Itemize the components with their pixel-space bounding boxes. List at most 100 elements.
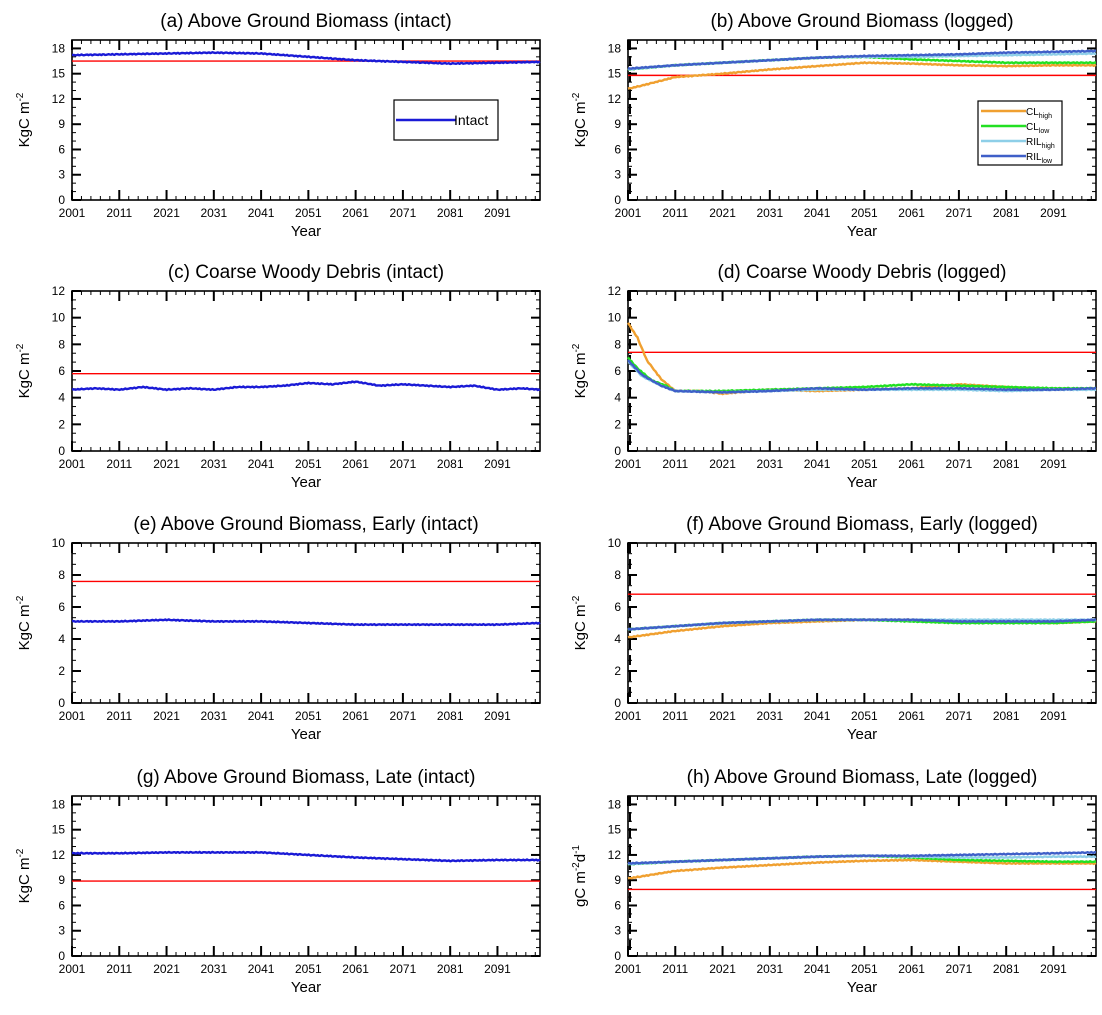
panel-f: (f) Above Ground Biomass, Early (logged)… (571, 514, 1097, 743)
panel-title: (g) Above Ground Biomass, Late (intact) (137, 767, 476, 788)
x-tick-label: 2081 (437, 962, 464, 976)
panel-d: (d) Coarse Woody Debris (logged) 2001 2011… (571, 262, 1097, 491)
y-tick-label: 8 (58, 337, 65, 351)
x-tick-label: 2061 (898, 709, 925, 723)
y-tick-label: 6 (58, 600, 65, 614)
y-tick-label: 2 (58, 417, 65, 431)
panel-e: (e) Above Ground Biomass, Early (intact)… (15, 514, 541, 743)
y-axis-label-main: KgC m (572, 102, 589, 148)
panel-c: (c) Coarse Woody Debris (intact) 2001 2011… (15, 262, 541, 491)
x-tick-label: 2041 (804, 962, 831, 976)
y-tick-label: 3 (58, 924, 65, 938)
y-tick-label: 4 (614, 391, 621, 405)
x-tick-label: 2041 (248, 709, 275, 723)
panel-title: (d) Coarse Woody Debris (logged) (718, 262, 1007, 283)
x-tick-label: 2061 (898, 962, 925, 976)
x-tick-label: 2021 (709, 962, 736, 976)
y-axis-label: KgC m-2 (15, 595, 33, 650)
y-axis-label-sup: -2 (571, 343, 582, 352)
y-tick-label: 8 (58, 568, 65, 582)
y-axis-label-sup: -2 (571, 92, 582, 101)
x-tick-label: 2081 (993, 962, 1020, 976)
x-tick-label: 2001 (615, 709, 642, 723)
x-tick-label: 2081 (993, 457, 1020, 471)
y-tick-label: 3 (58, 168, 65, 182)
x-tick-label: 2071 (390, 206, 417, 220)
x-tick-label: 2091 (1040, 206, 1067, 220)
x-tick-label: 2021 (153, 709, 180, 723)
legend-label-main: CL (1026, 107, 1039, 118)
y-axis-label-main: KgC m (572, 605, 589, 651)
x-tick-label: 2071 (946, 457, 973, 471)
y-tick-label: 6 (58, 898, 65, 912)
x-tick-label: 2051 (851, 457, 878, 471)
x-axis-label: Year (847, 979, 877, 996)
series-line-ril-low (628, 49, 1096, 70)
y-axis-label-main: KgC m (572, 353, 589, 399)
x-tick-label: 2001 (615, 206, 642, 220)
series-line-intact (71, 380, 541, 392)
x-tick-label: 2071 (946, 206, 973, 220)
legend-label-cl-high: CLhigh (1026, 107, 1052, 120)
x-tick-label: 2011 (106, 457, 132, 471)
panel-a: (a) Above Ground Biomass (intact) 2001 201… (15, 11, 541, 240)
x-tick-label: 2031 (200, 206, 227, 220)
y-tick-label: 3 (614, 924, 621, 938)
y-tick-label: 12 (608, 848, 622, 862)
x-tick-label: 2051 (295, 709, 322, 723)
y-tick-label: 0 (614, 949, 621, 963)
x-tick-label: 2091 (484, 709, 511, 723)
y-tick-label: 18 (608, 797, 622, 811)
y-tick-label: 12 (608, 284, 622, 298)
plot-frame (627, 795, 1097, 957)
plot-frame (627, 542, 1097, 704)
y-tick-label: 8 (614, 337, 621, 351)
y-tick-label: 0 (614, 193, 621, 207)
x-tick-label: 2091 (1040, 457, 1067, 471)
y-axis-label: gC m-2d-1 (571, 845, 589, 907)
y-tick-label: 0 (614, 696, 621, 710)
series-line-cl-high (627, 61, 1097, 90)
legend-label-main: RIL (1026, 152, 1042, 163)
x-tick-label: 2051 (295, 962, 322, 976)
x-tick-label: 2011 (662, 457, 688, 471)
y-axis-label-sup: -2 (15, 848, 26, 857)
x-tick-label: 2051 (851, 206, 878, 220)
y-tick-label: 0 (58, 444, 65, 458)
y-tick-label: 6 (614, 142, 621, 156)
x-tick-label: 2021 (153, 457, 180, 471)
x-tick-label: 2041 (804, 206, 831, 220)
legend-label-ril-low: RILlow (1026, 152, 1053, 165)
y-axis-label-sup2: -1 (571, 845, 582, 854)
plot-frame (71, 795, 541, 957)
x-tick-label: 2001 (59, 709, 86, 723)
series-line-intact (72, 850, 541, 863)
x-tick-label: 2061 (342, 962, 369, 976)
series-line-ril-low (627, 359, 1096, 394)
x-tick-label: 2031 (756, 206, 783, 220)
y-tick-label: 12 (52, 284, 66, 298)
y-tick-label: 0 (58, 696, 65, 710)
y-tick-label: 0 (58, 193, 65, 207)
y-tick-label: 10 (52, 311, 66, 325)
y-tick-label: 8 (614, 568, 621, 582)
y-axis-label: KgC m-2 (571, 343, 589, 398)
y-tick-label: 9 (58, 117, 65, 131)
y-axis-label-sup: -2 (15, 595, 26, 604)
y-axis-label: KgC m-2 (571, 595, 589, 650)
plot-frame (627, 39, 1097, 201)
y-tick-label: 18 (608, 41, 622, 55)
y-tick-label: 0 (58, 949, 65, 963)
x-axis-label: Year (847, 474, 877, 491)
x-tick-label: 2001 (59, 206, 86, 220)
legend-label-main: CL (1026, 122, 1039, 133)
y-tick-label: 3 (614, 168, 621, 182)
x-tick-label: 2061 (342, 709, 369, 723)
x-tick-label: 2051 (851, 709, 878, 723)
x-axis-label: Year (291, 726, 321, 743)
series-line-cl-low (627, 356, 1096, 393)
y-tick-label: 6 (614, 898, 621, 912)
panel-title: (f) Above Ground Biomass, Early (logged) (686, 514, 1038, 535)
legend-label-main: RIL (1026, 137, 1042, 148)
y-tick-label: 6 (58, 142, 65, 156)
